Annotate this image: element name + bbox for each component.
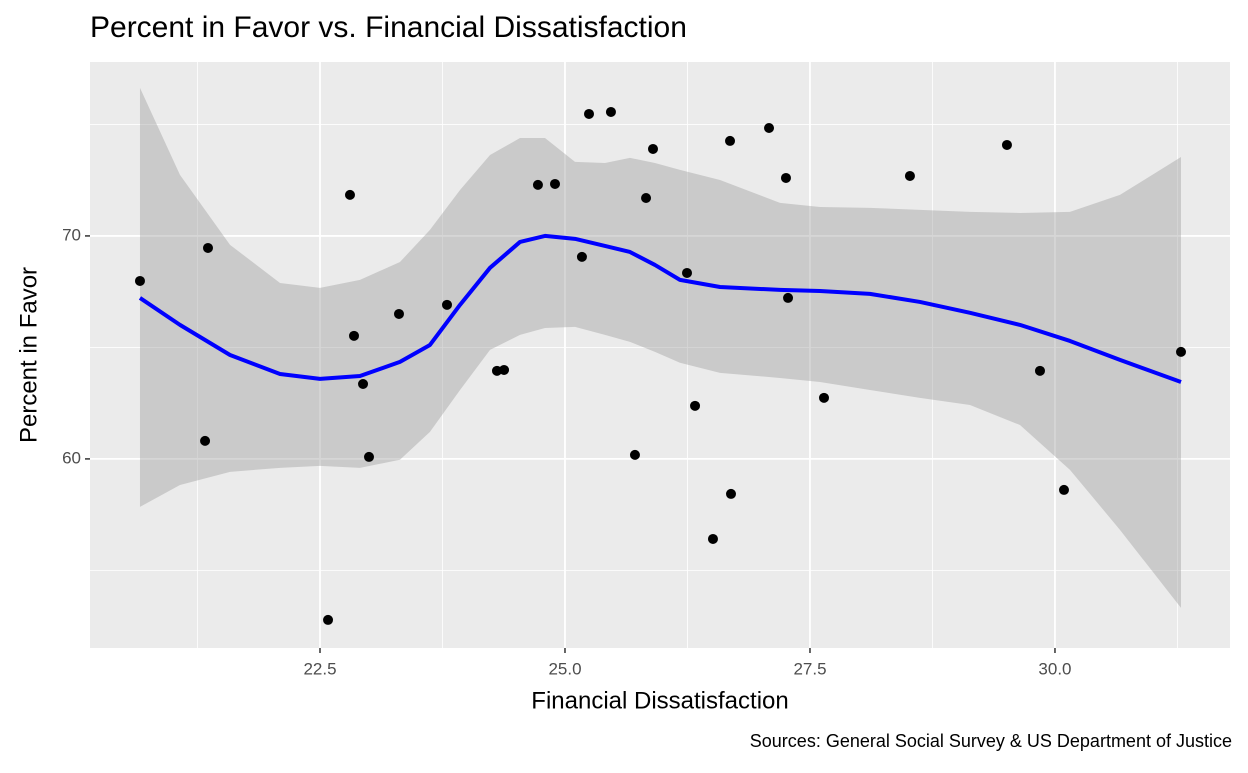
point <box>344 189 355 200</box>
point <box>532 179 543 190</box>
point <box>584 108 595 119</box>
y-axis-label: Percent in Favor <box>15 267 42 443</box>
x-tick-label: 22.5 <box>303 659 336 678</box>
point <box>629 449 640 460</box>
point <box>641 193 652 204</box>
point <box>764 123 775 134</box>
point <box>725 488 736 499</box>
point <box>1001 139 1012 150</box>
plot-layer <box>90 62 1230 648</box>
x-tick-label: 30.0 <box>1038 659 1071 678</box>
point <box>783 292 794 303</box>
point <box>725 135 736 146</box>
panel <box>90 62 1230 648</box>
point <box>202 242 213 253</box>
point <box>647 143 658 154</box>
point <box>1058 484 1069 495</box>
point <box>605 106 616 117</box>
point <box>904 170 915 181</box>
point <box>780 172 791 183</box>
point <box>200 435 211 446</box>
point <box>349 330 360 341</box>
y-tick-label: 70 <box>62 225 81 244</box>
point <box>358 378 369 389</box>
confidence-band <box>139 87 1182 608</box>
point <box>442 299 453 310</box>
x-tick-label: 25.0 <box>548 659 581 678</box>
smooth-line <box>138 233 1182 384</box>
point <box>690 400 701 411</box>
point <box>1176 346 1187 357</box>
chart-title: Percent in Favor vs. Financial Dissatisf… <box>90 11 687 44</box>
point <box>1034 365 1045 376</box>
point <box>393 308 404 319</box>
caption: Sources: General Social Survey & US Depa… <box>750 731 1232 751</box>
point <box>499 364 510 375</box>
point <box>363 451 374 462</box>
x-axis-label: Financial Dissatisfaction <box>531 687 788 714</box>
point <box>576 251 587 262</box>
point <box>549 178 560 189</box>
point <box>707 533 718 544</box>
point <box>134 275 145 286</box>
point <box>681 267 692 278</box>
x-tick-label: 27.5 <box>793 659 826 678</box>
point <box>323 614 334 625</box>
y-tick-label: 60 <box>62 448 81 467</box>
point <box>818 392 829 403</box>
